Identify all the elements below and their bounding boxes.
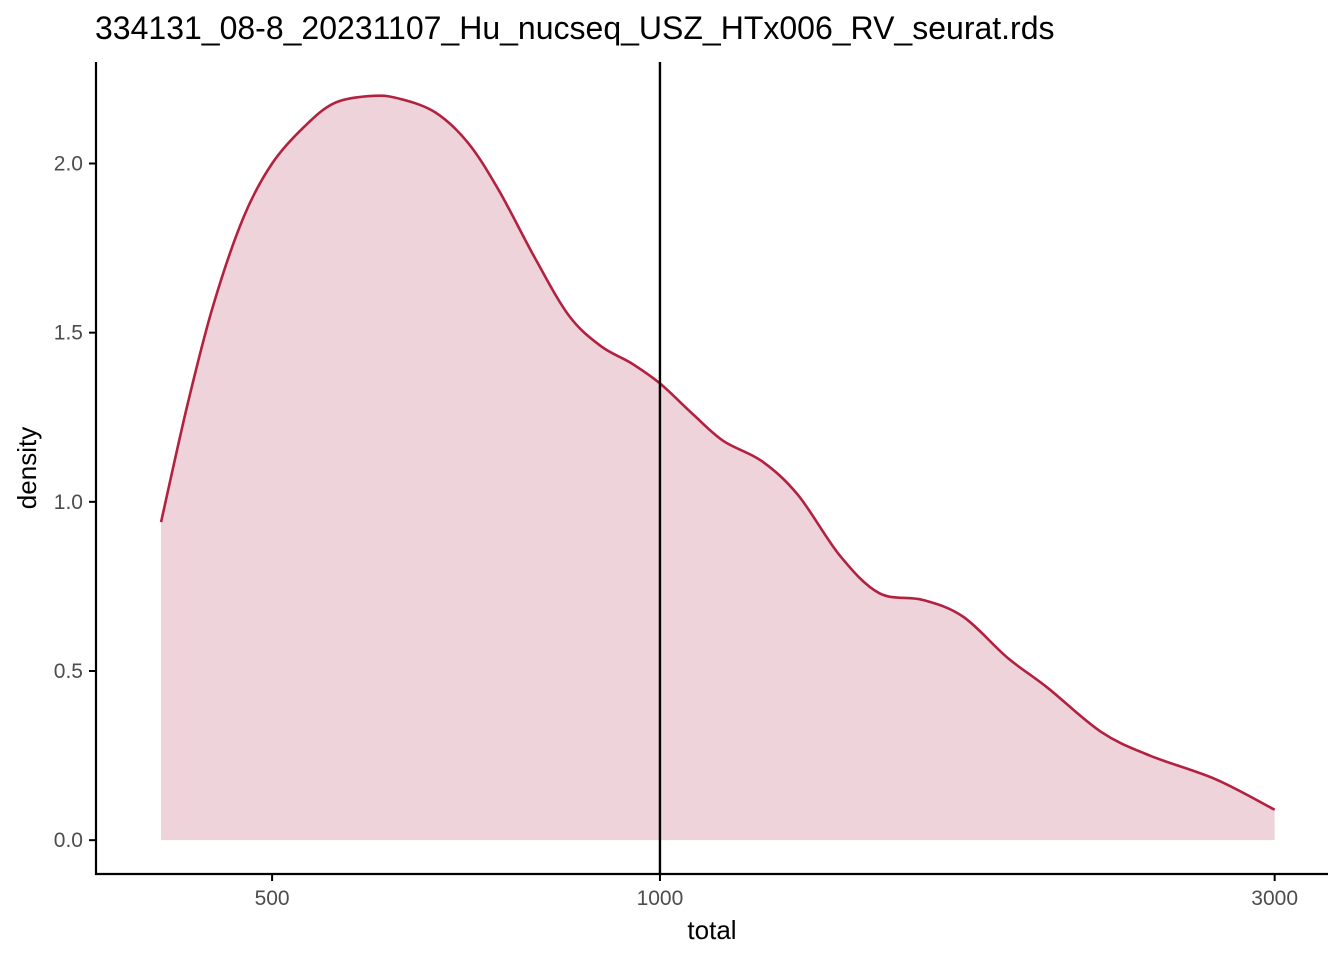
chart-title: 334131_08-8_20231107_Hu_nucseq_USZ_HTx00… (95, 10, 1055, 46)
axes: 0.0 0.5 1.0 1.5 2.0 500 1000 3000 (54, 62, 1328, 910)
y-axis-label: density (12, 427, 42, 509)
y-tick-label-2: 1.0 (54, 491, 83, 514)
density-line-0 (159, 94, 1276, 811)
plot-area (159, 62, 1276, 874)
y-tick-label-3: 1.5 (54, 322, 83, 345)
x-axis-label: total (687, 915, 736, 945)
x-tick-label-2: 3000 (1251, 887, 1298, 910)
y-tick-label-4: 2.0 (54, 153, 83, 176)
y-tick-label-1: 0.5 (54, 660, 83, 683)
x-tick-label-0: 500 (255, 887, 290, 910)
x-tick-label-1: 1000 (637, 887, 684, 910)
y-tick-label-0: 0.0 (54, 829, 83, 852)
density-area-0 (161, 95, 1275, 841)
